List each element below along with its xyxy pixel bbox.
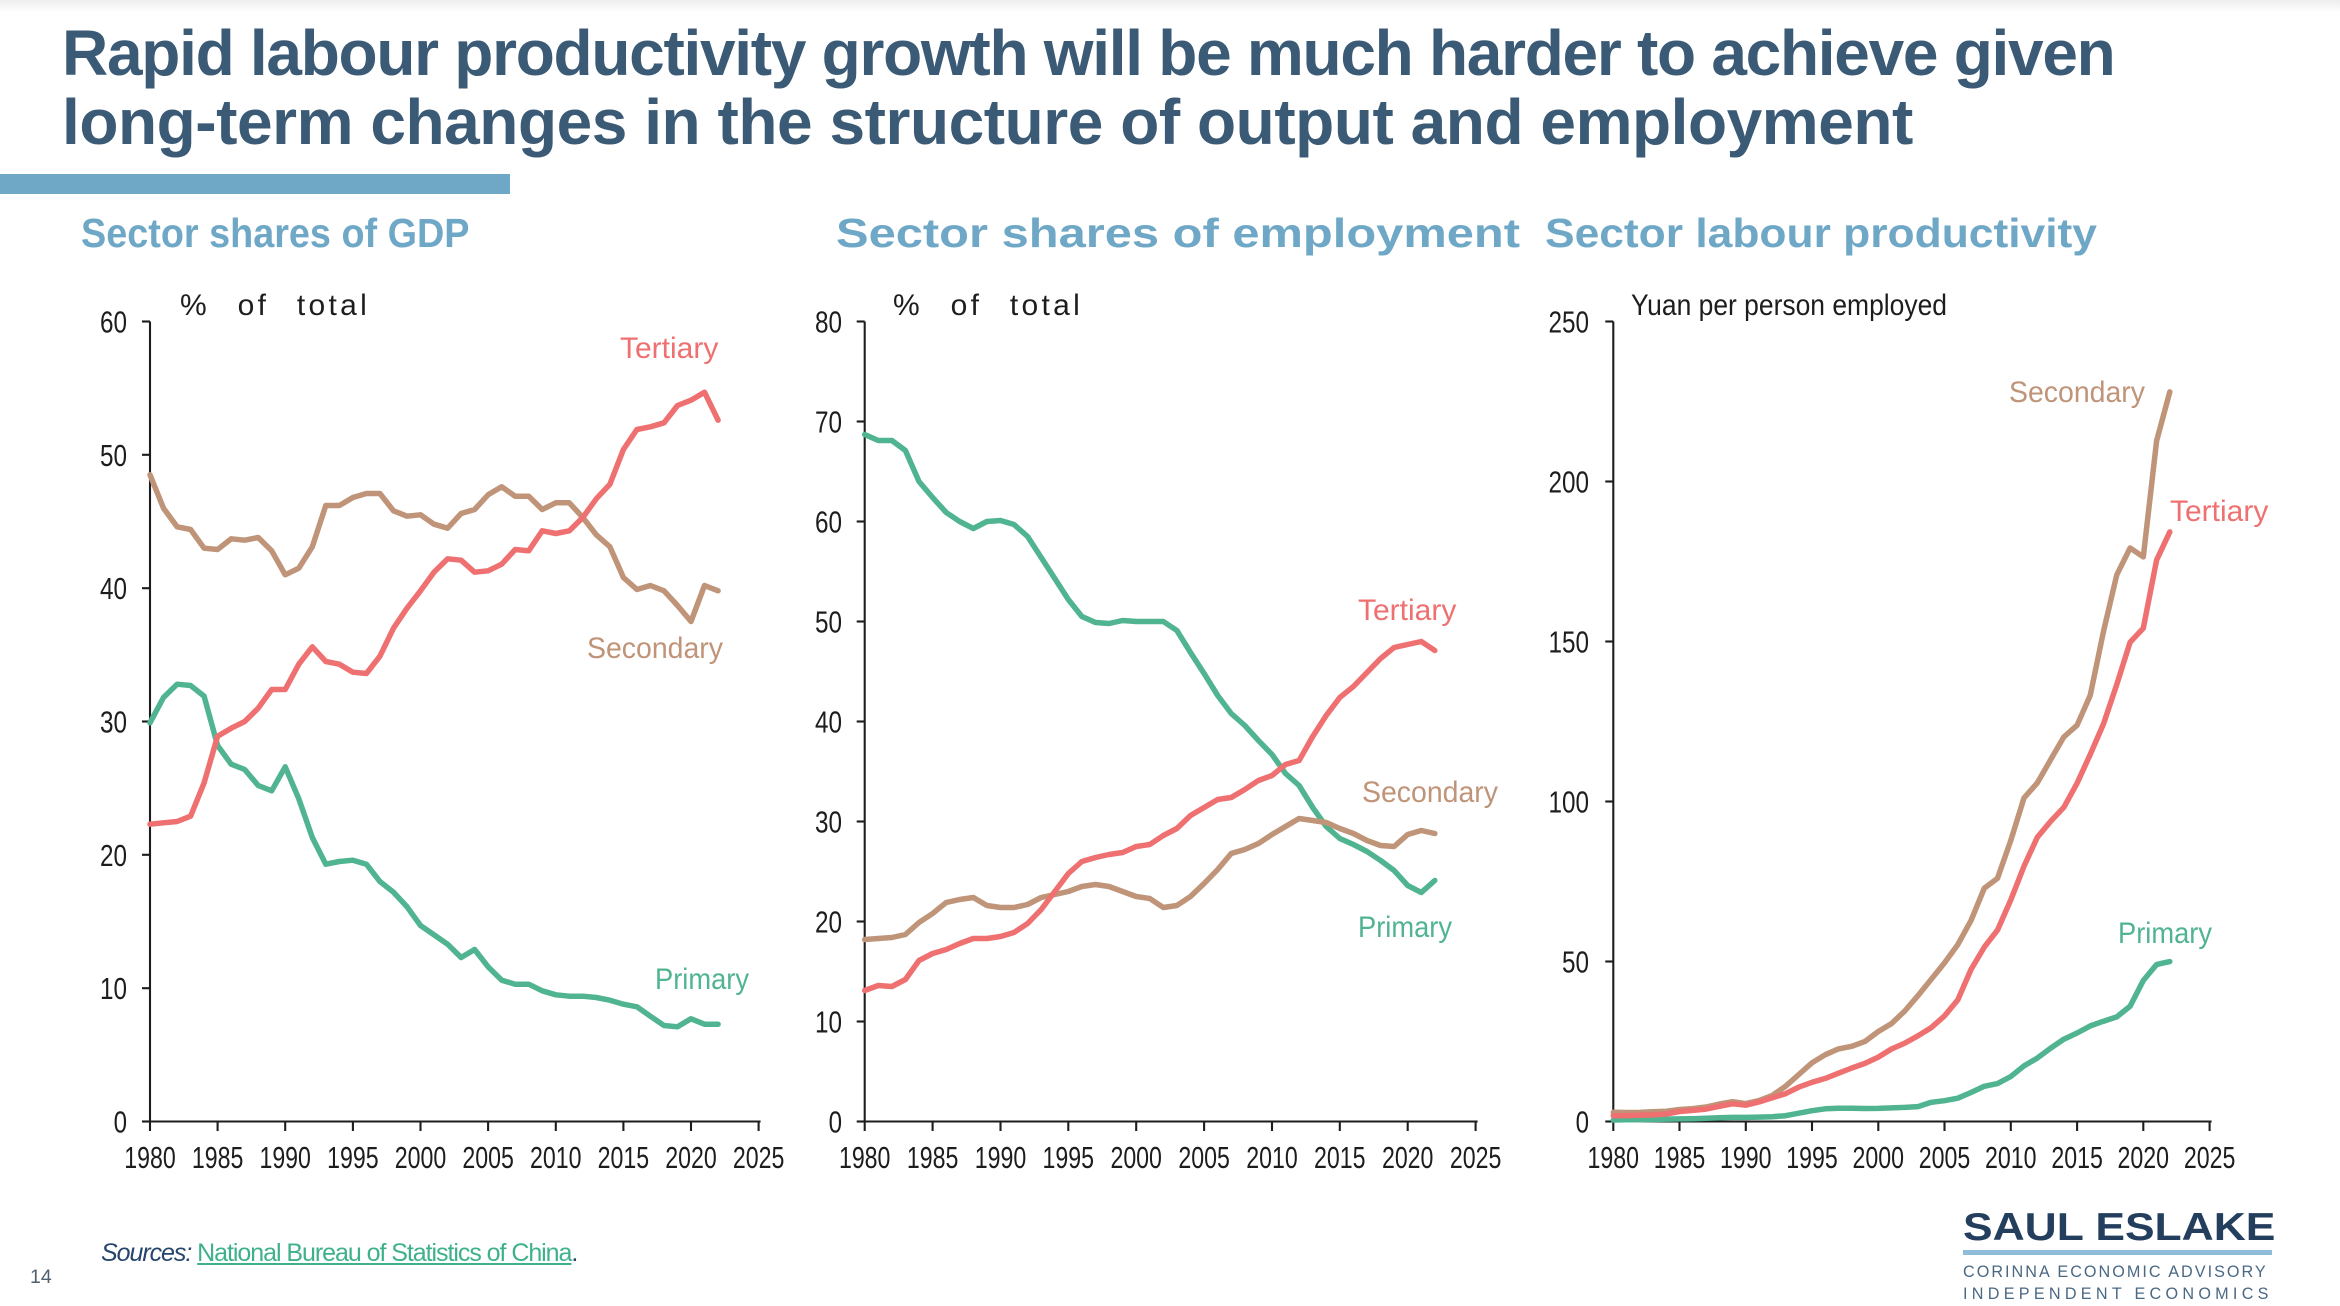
svg-text:2000: 2000 [395, 1141, 447, 1175]
svg-text:2000: 2000 [1853, 1141, 1905, 1175]
svg-text:1980: 1980 [124, 1141, 176, 1175]
svg-text:1990: 1990 [259, 1141, 311, 1175]
svg-text:Tertiary: Tertiary [620, 332, 718, 365]
svg-text:Primary: Primary [1358, 911, 1452, 944]
svg-text:1985: 1985 [907, 1141, 959, 1175]
svg-text:2010: 2010 [1246, 1141, 1298, 1175]
svg-text:2015: 2015 [598, 1141, 650, 1175]
svg-text:200: 200 [1549, 466, 1590, 500]
svg-text:20: 20 [100, 839, 127, 873]
svg-text:20: 20 [815, 906, 842, 940]
svg-text:0: 0 [114, 1106, 127, 1140]
svg-text:Secondary: Secondary [587, 632, 723, 665]
svg-text:70: 70 [815, 406, 842, 440]
svg-text:60: 60 [815, 506, 842, 540]
svg-text:60: 60 [100, 306, 127, 340]
svg-text:30: 30 [100, 706, 127, 740]
svg-text:30: 30 [815, 806, 842, 840]
svg-text:2020: 2020 [665, 1141, 717, 1175]
svg-text:10: 10 [815, 1006, 842, 1040]
svg-text:2020: 2020 [2118, 1141, 2170, 1175]
svg-text:1995: 1995 [1043, 1141, 1095, 1175]
svg-text:Tertiary: Tertiary [2170, 495, 2268, 528]
svg-text:% of total: % of total [180, 289, 370, 322]
svg-text:0: 0 [1576, 1106, 1589, 1140]
svg-text:Primary: Primary [655, 963, 749, 996]
svg-text:2025: 2025 [733, 1141, 785, 1175]
svg-text:50: 50 [100, 439, 127, 473]
svg-text:50: 50 [1562, 946, 1589, 980]
svg-text:40: 40 [815, 706, 842, 740]
svg-text:Tertiary: Tertiary [1358, 594, 1456, 627]
svg-text:1990: 1990 [975, 1141, 1027, 1175]
svg-text:0: 0 [829, 1106, 842, 1140]
svg-text:250: 250 [1549, 306, 1590, 340]
svg-text:Secondary: Secondary [2009, 376, 2145, 409]
svg-text:1995: 1995 [327, 1141, 379, 1175]
svg-text:Yuan per person employed: Yuan per person employed [1631, 289, 1947, 322]
svg-text:2000: 2000 [1110, 1141, 1162, 1175]
svg-text:50: 50 [815, 606, 842, 640]
svg-text:2020: 2020 [1382, 1141, 1434, 1175]
svg-text:2005: 2005 [1919, 1141, 1971, 1175]
svg-text:2010: 2010 [1985, 1141, 2037, 1175]
svg-text:2005: 2005 [1178, 1141, 1230, 1175]
svg-text:2025: 2025 [2184, 1141, 2236, 1175]
svg-text:2010: 2010 [530, 1141, 582, 1175]
svg-text:1995: 1995 [1786, 1141, 1838, 1175]
svg-text:80: 80 [815, 306, 842, 340]
svg-text:Primary: Primary [2118, 917, 2212, 950]
svg-text:100: 100 [1549, 786, 1590, 820]
svg-text:2005: 2005 [462, 1141, 514, 1175]
svg-text:2015: 2015 [2051, 1141, 2103, 1175]
svg-text:% of total: % of total [893, 289, 1083, 322]
svg-text:10: 10 [100, 972, 127, 1006]
svg-text:1980: 1980 [1588, 1141, 1640, 1175]
svg-text:150: 150 [1549, 626, 1590, 660]
svg-text:40: 40 [100, 572, 127, 606]
svg-text:2025: 2025 [1450, 1141, 1502, 1175]
svg-text:Secondary: Secondary [1362, 776, 1498, 809]
svg-text:1985: 1985 [1654, 1141, 1706, 1175]
svg-text:1985: 1985 [192, 1141, 244, 1175]
svg-text:2015: 2015 [1314, 1141, 1366, 1175]
svg-text:1990: 1990 [1720, 1141, 1772, 1175]
svg-text:1980: 1980 [839, 1141, 891, 1175]
